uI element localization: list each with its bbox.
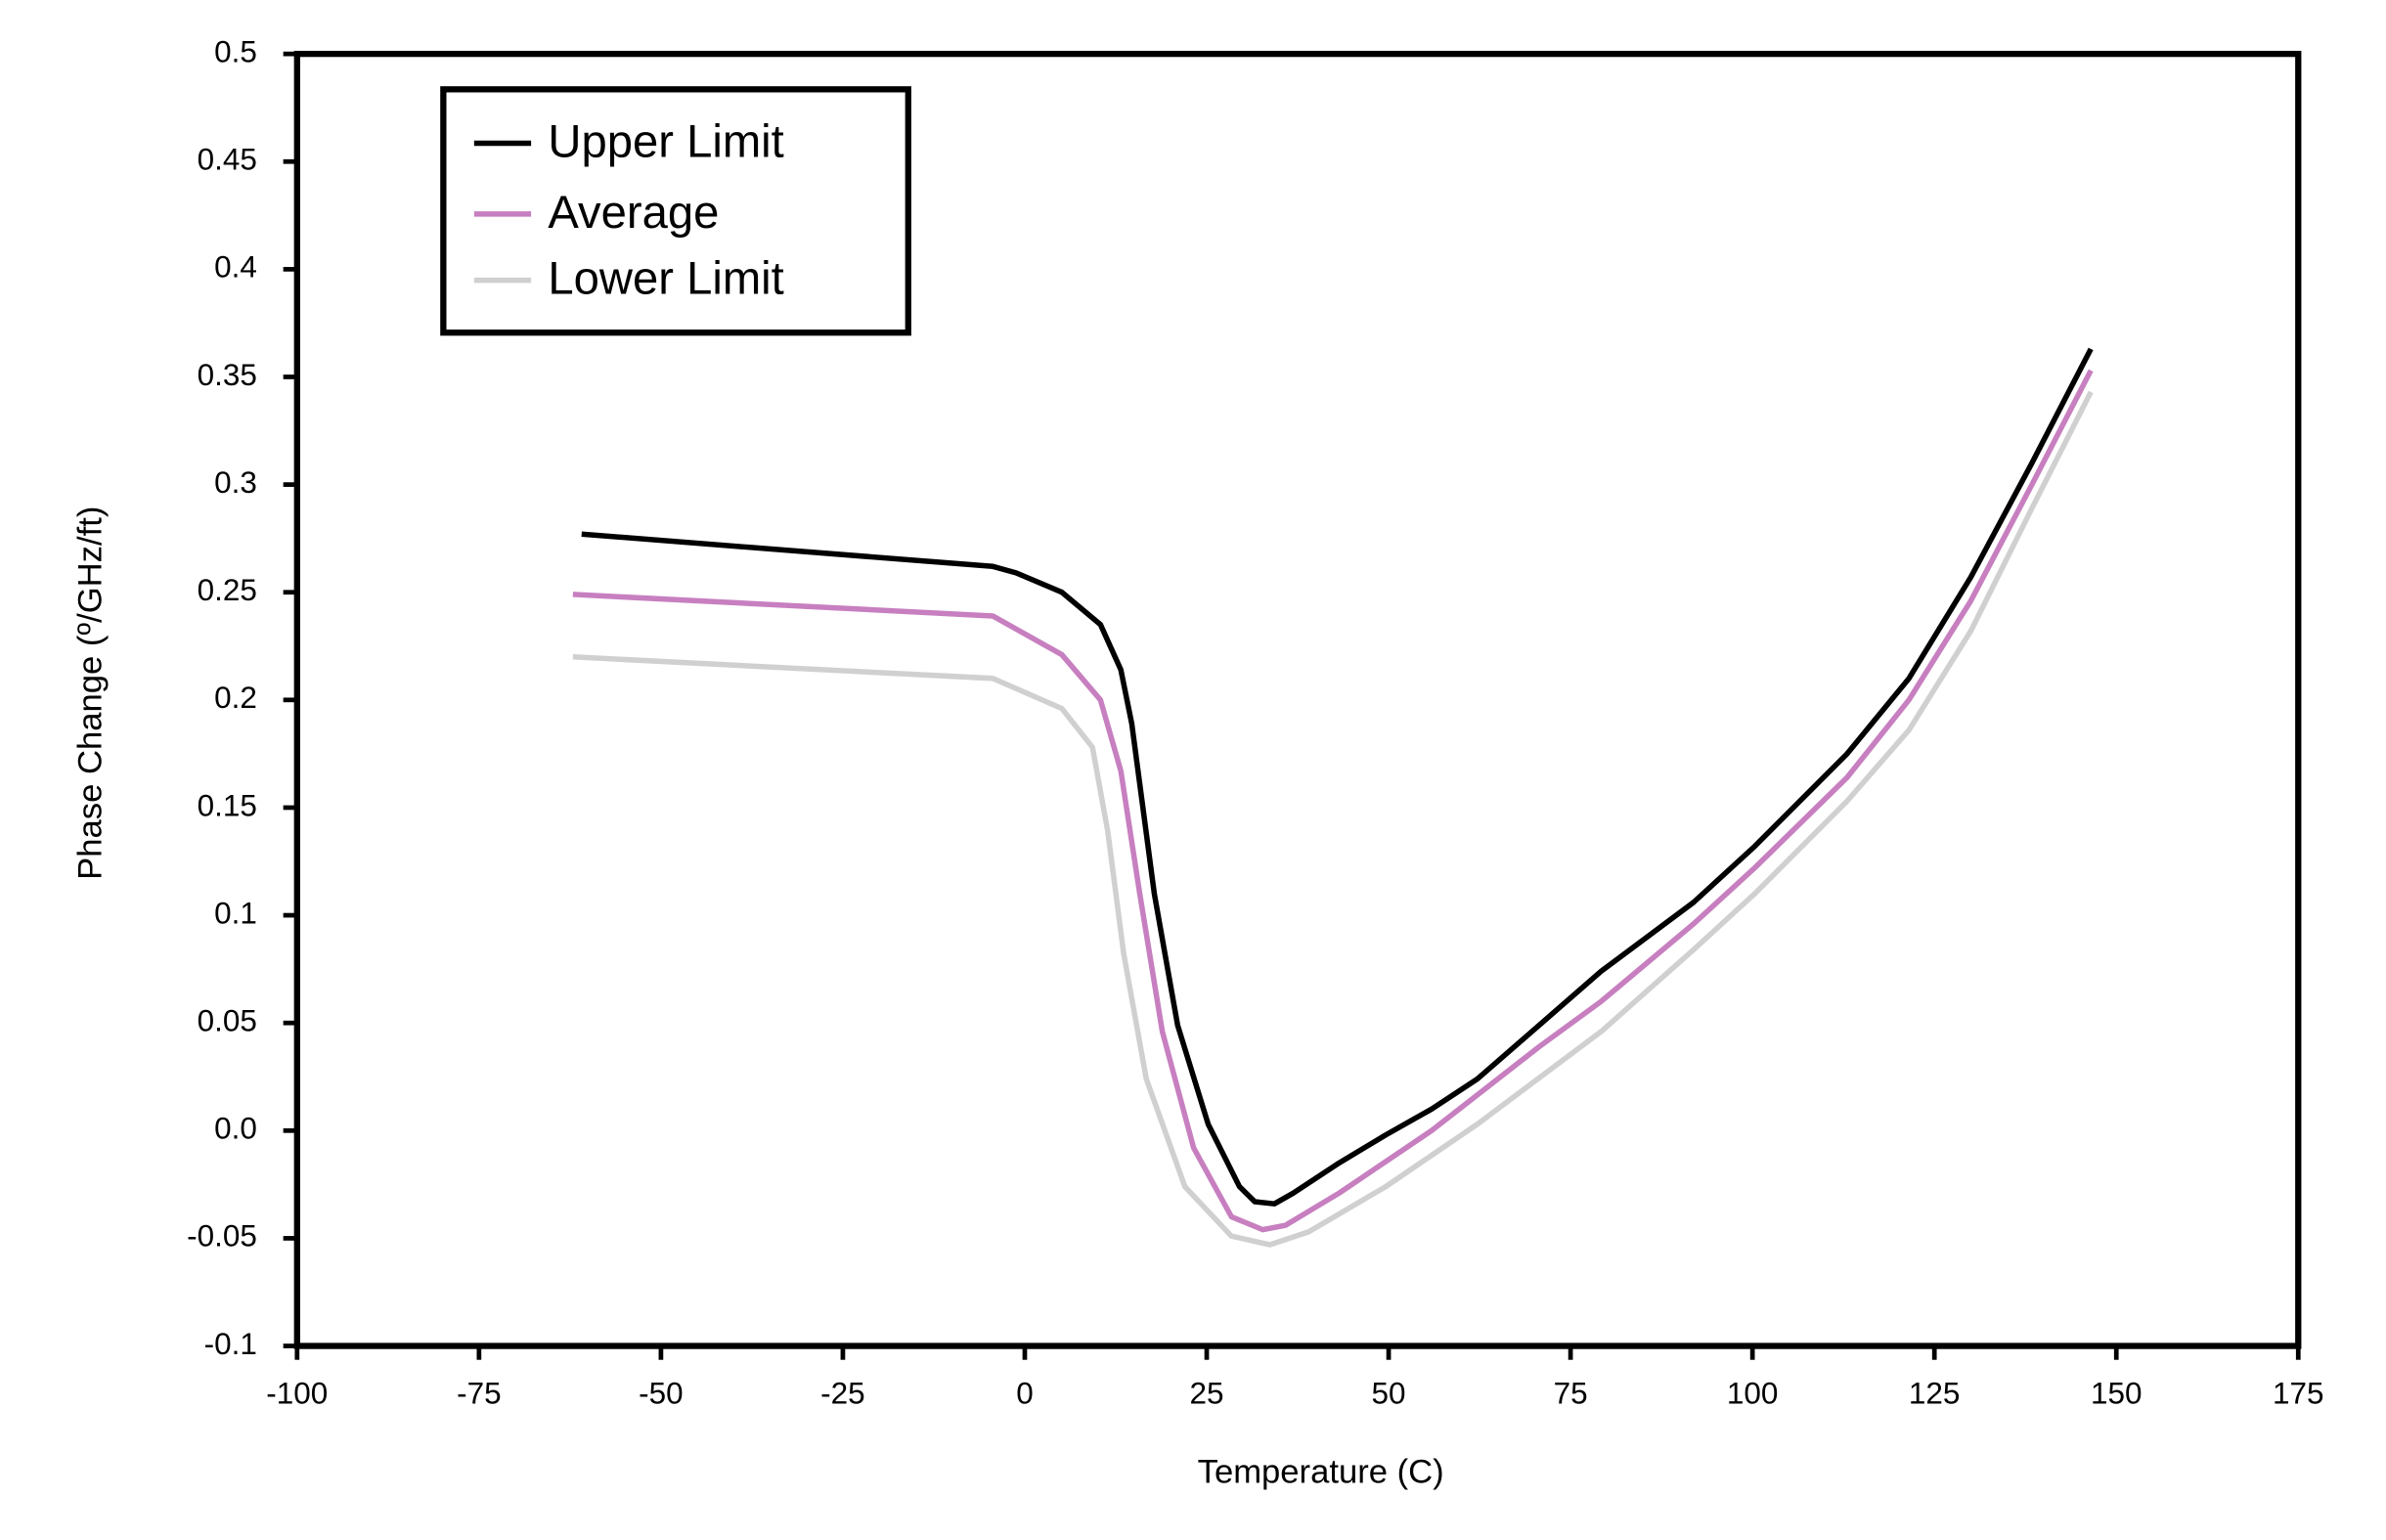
legend-box	[440, 86, 911, 336]
legend-label: Upper Limit	[548, 116, 783, 168]
x-tick-label: 150	[2091, 1375, 2143, 1410]
x-tick-label: -100	[266, 1375, 328, 1410]
y-tick-label: 0.3	[214, 464, 257, 500]
series-line	[581, 347, 2094, 1207]
x-tick-label: 125	[1909, 1375, 1961, 1410]
x-tick-label: -25	[820, 1375, 865, 1410]
x-tick-label: 75	[1554, 1375, 1588, 1410]
x-axis-title: Temperature (C)	[1198, 1453, 1444, 1490]
legend-label: Average	[548, 187, 719, 239]
y-tick-label: 0.15	[198, 787, 257, 822]
x-tick-label: 50	[1372, 1375, 1406, 1410]
legend-label: Lower Limit	[548, 253, 783, 305]
x-tick-label: 25	[1190, 1375, 1224, 1410]
series-line	[572, 390, 2094, 1248]
series-line	[572, 369, 2094, 1233]
y-tick-label: 0.25	[198, 572, 257, 607]
y-tick-label: 0.35	[198, 357, 257, 392]
y-tick-label: -0.1	[204, 1326, 257, 1361]
x-tick-label: 100	[1727, 1375, 1779, 1410]
y-tick-label: 0.5	[214, 33, 257, 68]
y-tick-label: 0.1	[214, 895, 257, 930]
y-tick-label: 0.0	[214, 1111, 257, 1146]
x-tick-label: -50	[639, 1375, 684, 1410]
legend: Upper Limit Average Lower Limit	[440, 86, 911, 336]
y-tick-label: 0.45	[198, 142, 257, 177]
y-tick-label: 0.2	[214, 680, 257, 715]
y-axis-title: Phase Change (º/GHz/ft)	[72, 506, 110, 880]
plot-frame	[293, 50, 2302, 1349]
x-tick-label: 0	[1016, 1375, 1034, 1410]
x-tick-label: -75	[457, 1375, 502, 1410]
x-tick-label: 175	[2273, 1375, 2324, 1410]
y-tick-label: 0.05	[198, 1003, 257, 1038]
y-tick-label: -0.05	[187, 1218, 257, 1254]
y-tick-label: 0.4	[214, 249, 257, 285]
